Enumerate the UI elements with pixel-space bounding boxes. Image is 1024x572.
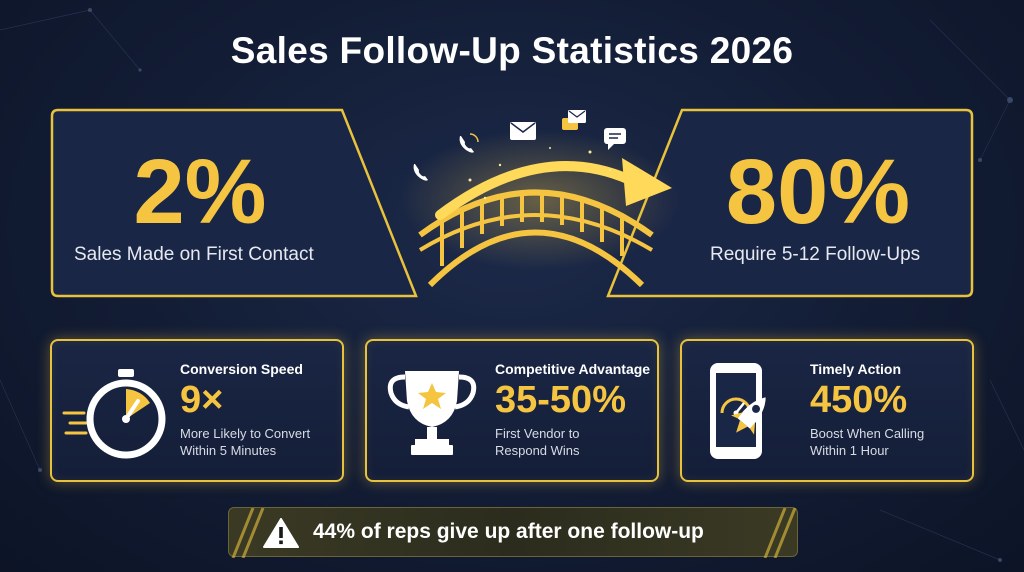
banner-stripes (231, 508, 797, 558)
card-desc-line: Within 1 Hour (810, 443, 889, 459)
hero-right-label: Require 5-12 Follow-Ups (710, 244, 921, 265)
phone-incoming-icon (413, 164, 428, 181)
card-title: Timely Action (810, 361, 902, 377)
stat-card-competitive-advantage: Competitive Advantage 35-50% First Vendo… (365, 339, 659, 482)
email-icon (510, 122, 536, 140)
banner-text: 44% of reps give up after one follow-up (313, 520, 704, 543)
page-title: Sales Follow-Up Statistics 2026 (230, 30, 794, 71)
card-desc-line: Boost When Calling (810, 425, 925, 441)
hero-right-frame (606, 108, 974, 298)
card-desc-line: More Likely to Convert (180, 425, 311, 441)
card-description: First Vendor to Respond Wins (495, 425, 655, 460)
chat-email-icon (562, 110, 586, 130)
hero-left-value: 2% (133, 141, 267, 243)
card-desc-line: Within 5 Minutes (180, 443, 277, 459)
hero-left-label: Sales Made on First Contact (74, 244, 314, 265)
hero-left-frame (50, 108, 418, 298)
hero-panel-first-contact: 2% Sales Made on First Contact (50, 108, 418, 298)
hero-right-value: 80% (725, 141, 911, 243)
card-title: Competitive Advantage (495, 361, 651, 377)
card-title: Conversion Speed (180, 361, 303, 377)
bridge-arrow-illustration (400, 110, 680, 288)
warning-icon (263, 518, 299, 548)
trophy-icon (387, 371, 477, 455)
card-description: Boost When Calling Within 1 Hour (810, 425, 970, 460)
stat-card-timely-action: Timely Action 450% Boost When Calling Wi… (680, 339, 974, 482)
chat-bubble-icon (604, 128, 626, 150)
phone-ringing-icon (459, 133, 479, 153)
warning-banner: 44% of reps give up after one follow-up (228, 507, 798, 558)
phone-rocket-icon (710, 363, 766, 459)
stopwatch-icon (62, 369, 166, 459)
card-desc-line: First Vendor to (495, 425, 580, 441)
card-value: 9× (180, 379, 224, 421)
card-value: 450% (810, 379, 908, 421)
hero-panel-follow-ups: 80% Require 5-12 Follow-Ups (606, 108, 974, 298)
card-value: 35-50% (495, 379, 626, 421)
card-description: More Likely to Convert Within 5 Minutes (180, 425, 340, 460)
stat-card-conversion-speed: Conversion Speed 9× More Likely to Conve… (50, 339, 344, 482)
card-desc-line: Respond Wins (495, 443, 580, 459)
